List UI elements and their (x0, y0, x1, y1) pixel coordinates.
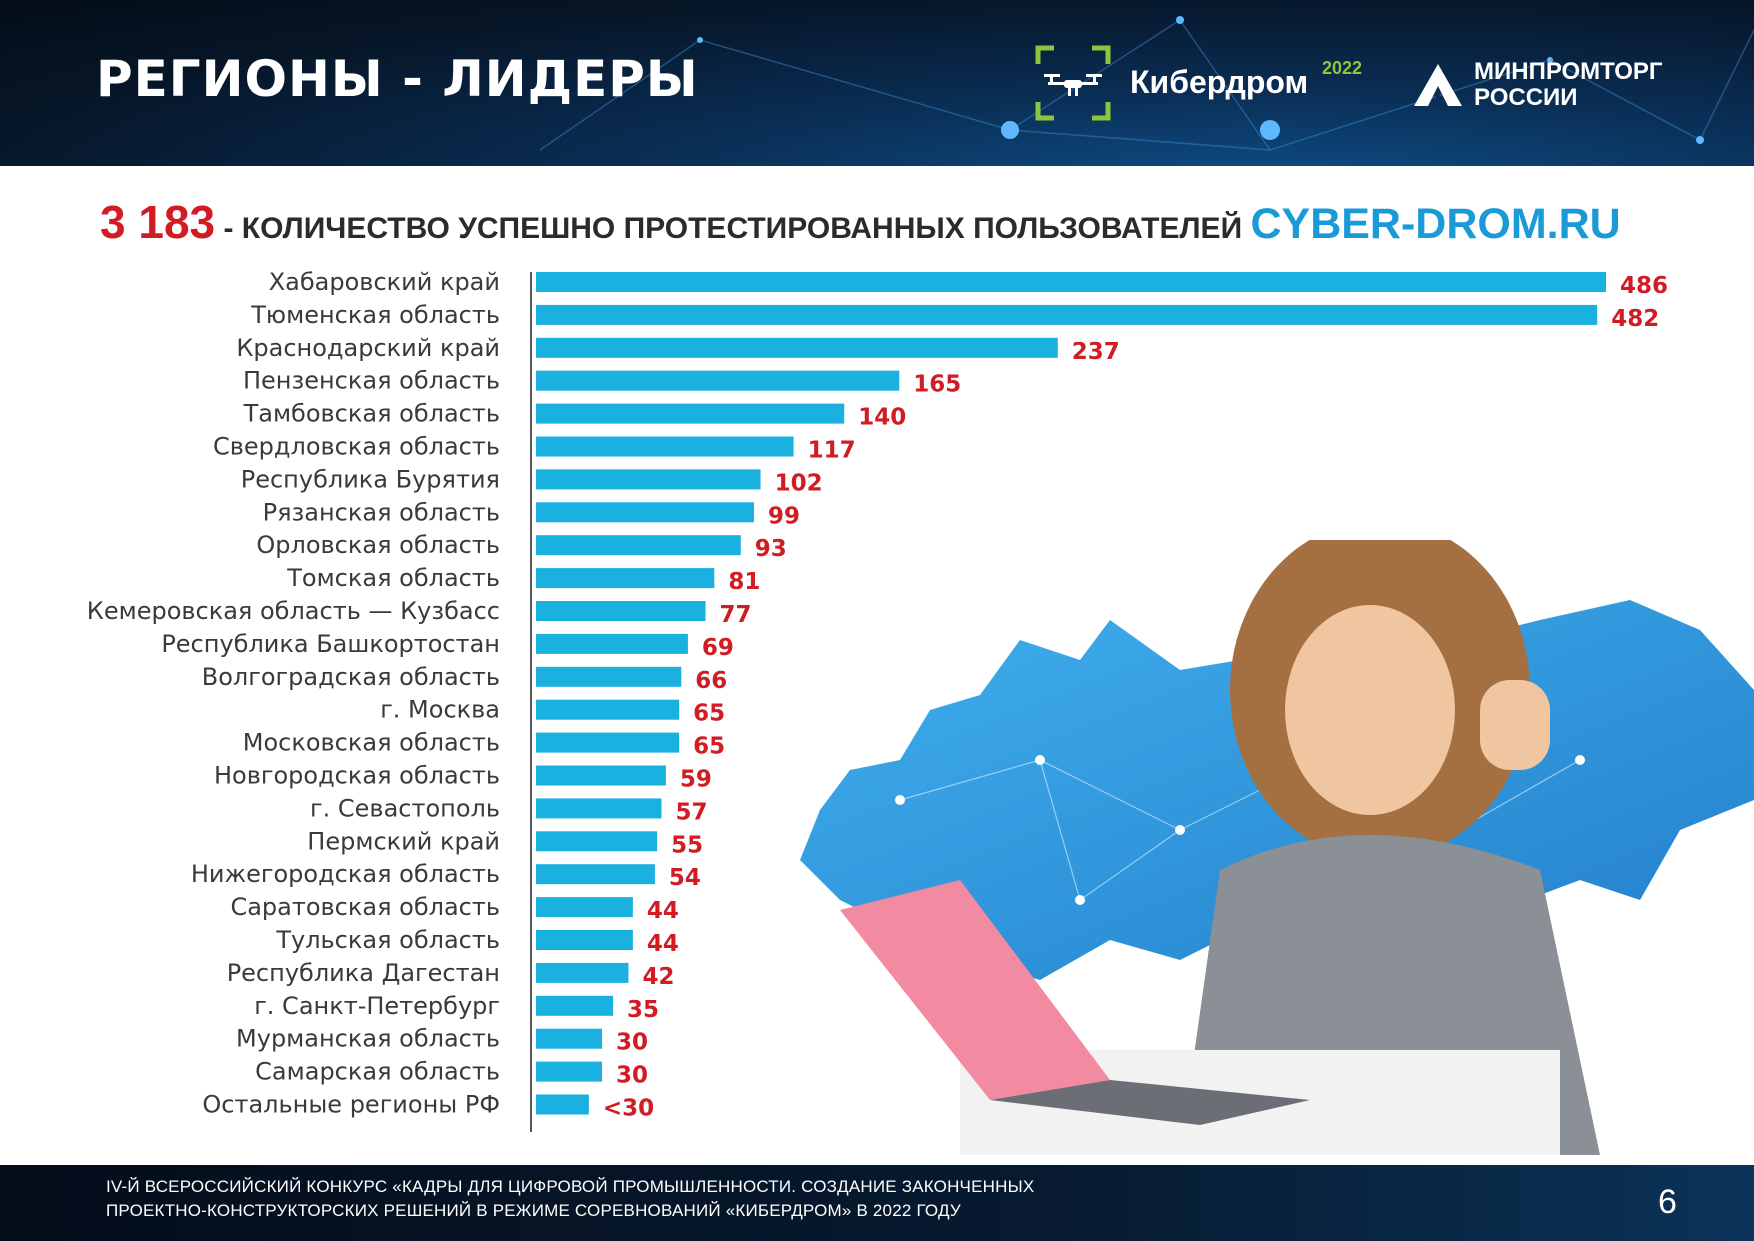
summary-text: - КОЛИЧЕСТВО УСПЕШНО ПРОТЕСТИРОВАННЫХ ПО… (215, 212, 1251, 245)
bar (536, 535, 741, 556)
category-label: Тамбовская область (243, 400, 500, 428)
value-label: 69 (702, 635, 734, 661)
bar (536, 502, 754, 523)
category-label: Тульская область (275, 926, 500, 954)
header-banner: РЕГИОНЫ - ЛИДЕРЫ Кибердром 2022 МИНПРОМТ… (0, 0, 1754, 166)
bar (536, 469, 761, 490)
category-label: Московская область (243, 729, 500, 757)
value-label: 99 (768, 503, 800, 529)
bar (536, 962, 629, 983)
category-label: Тюменская область (250, 301, 500, 329)
bar (536, 930, 633, 950)
drone-icon (1035, 45, 1111, 121)
bar (536, 436, 794, 457)
bar (536, 304, 1598, 325)
category-label: г. Москва (380, 696, 500, 724)
value-label: 482 (1611, 306, 1659, 332)
minpromtorg-logo-icon (1414, 64, 1462, 106)
bar (536, 765, 666, 786)
brand-name: Кибердром (1130, 64, 1309, 100)
org-name-line2: РОССИИ (1474, 84, 1578, 111)
category-label: Республика Башкортостан (161, 630, 500, 658)
value-label: 81 (728, 569, 760, 595)
laptop-keyboard (990, 1080, 1310, 1125)
page-title: РЕГИОНЫ - ЛИДЕРЫ (96, 50, 699, 108)
brand-year: 2022 (1322, 58, 1363, 78)
org-name-line1: МИНПРОМТОРГ (1474, 58, 1663, 85)
bar (536, 403, 845, 424)
category-label: Томская область (286, 564, 500, 592)
category-label: Остальные регионы РФ (202, 1091, 500, 1119)
bar (536, 1028, 603, 1049)
category-label: Нижегородская область (191, 860, 500, 888)
bar (536, 370, 900, 391)
bar (536, 337, 1058, 358)
bar (536, 995, 614, 1016)
value-label: 486 (1620, 273, 1668, 299)
bar (536, 864, 655, 885)
value-label: 35 (627, 997, 659, 1023)
bar (536, 601, 706, 621)
bar (536, 831, 658, 852)
value-label: 42 (642, 964, 674, 990)
bar (536, 633, 688, 654)
category-label: Республика Бурятия (241, 465, 500, 493)
footer-text-line2: ПРОЕКТНО-КОНСТРУКТОРСКИХ РЕШЕНИЙ В РЕЖИМ… (106, 1201, 961, 1220)
category-label: г. Санкт-Петербург (254, 992, 500, 1020)
site-link[interactable]: CYBER-DROM.RU (1250, 200, 1621, 248)
value-label: 93 (755, 536, 787, 562)
category-label: Республика Дагестан (227, 959, 500, 987)
value-label: 165 (913, 372, 961, 398)
category-label: г. Севастополь (310, 794, 500, 822)
value-label: 57 (675, 799, 707, 825)
category-label: Свердловская область (213, 433, 500, 461)
value-label: 55 (671, 832, 703, 858)
value-label: 44 (647, 898, 679, 924)
bar (536, 1094, 589, 1115)
value-label: 30 (616, 1063, 648, 1089)
category-label: Мурманская область (236, 1025, 500, 1053)
value-label: <30 (603, 1096, 654, 1122)
value-label: 65 (693, 701, 725, 727)
category-label: Кемеровская область — Кузбасс (87, 597, 500, 625)
bar (536, 1061, 603, 1082)
category-label: Новгородская область (214, 762, 500, 790)
value-label: 117 (808, 438, 856, 464)
value-label: 59 (680, 767, 712, 793)
category-label: Пензенская область (243, 367, 500, 395)
bar (536, 732, 680, 753)
value-label: 65 (693, 734, 725, 760)
category-label: Хабаровский край (269, 268, 500, 296)
category-label: Рязанская область (263, 498, 500, 526)
value-label: 237 (1072, 339, 1120, 365)
bar (536, 666, 682, 687)
value-label: 30 (616, 1030, 648, 1056)
category-label: Самарская область (255, 1058, 500, 1086)
category-label: Волгоградская область (202, 663, 500, 691)
value-label: 102 (775, 470, 823, 496)
value-label: 54 (669, 865, 701, 891)
footer-banner: IV-Й ВСЕРОССИЙСКИЙ КОНКУРС «КАДРЫ ДЛЯ ЦИ… (0, 1165, 1754, 1241)
bar (536, 699, 680, 720)
footer-text-line1: IV-Й ВСЕРОССИЙСКИЙ КОНКУРС «КАДРЫ ДЛЯ ЦИ… (106, 1177, 1035, 1196)
category-label: Краснодарский край (236, 334, 500, 362)
summary-line: 3 183 - КОЛИЧЕСТВО УСПЕШНО ПРОТЕСТИРОВАН… (100, 195, 1621, 249)
bar (536, 798, 662, 819)
value-label: 77 (720, 602, 752, 628)
bar (536, 897, 633, 918)
thumbs-up-hand (1480, 680, 1550, 770)
page-number: 6 (1658, 1183, 1677, 1221)
laptop-screen (840, 880, 1110, 1100)
student-with-laptop-illustration (840, 540, 1600, 1155)
bar (536, 568, 715, 589)
value-label: 44 (647, 931, 679, 957)
value-label: 140 (858, 405, 906, 431)
regions-bar-chart: Хабаровский край 486 Тюменская область 482 К… (87, 268, 1668, 1132)
category-label: Орловская область (256, 531, 500, 559)
total-users-count: 3 183 (100, 196, 216, 248)
value-label: 66 (695, 668, 727, 694)
category-label: Пермский край (307, 827, 500, 855)
category-label: Саратовская область (230, 893, 500, 921)
bar (536, 272, 1606, 292)
